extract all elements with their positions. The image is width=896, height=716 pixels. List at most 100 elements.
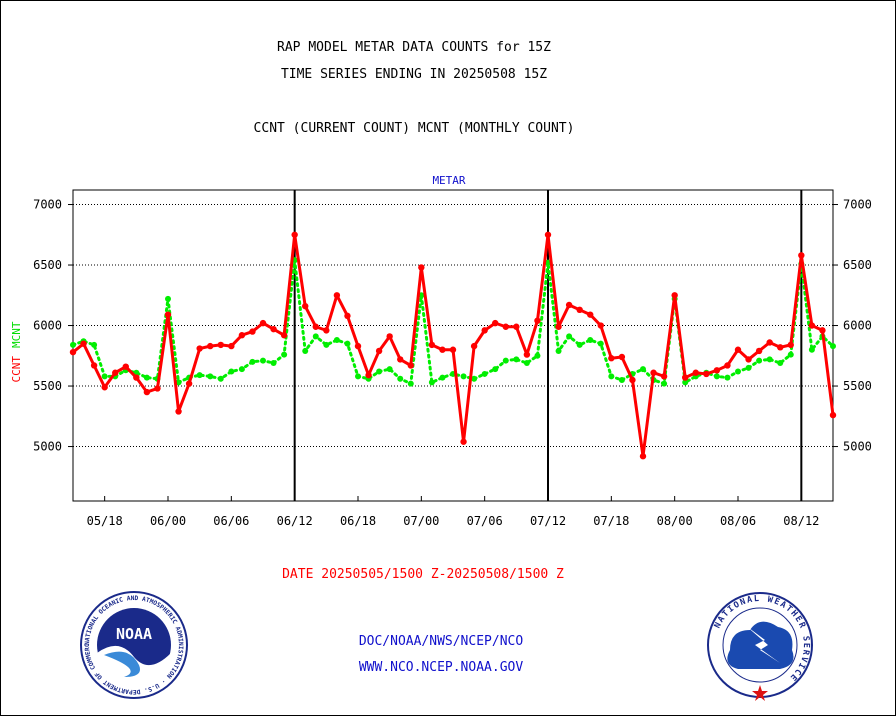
chart-title: METAR: [432, 174, 465, 187]
data-point-ccnt: [682, 374, 689, 381]
data-point-ccnt: [544, 231, 552, 238]
data-point-mcnt: [344, 340, 351, 347]
data-point-ccnt: [629, 376, 636, 384]
data-point-ccnt: [238, 332, 246, 339]
data-point-ccnt: [375, 347, 383, 355]
date-range: DATE 20250505/1500 Z-20250508/1500 Z: [282, 567, 564, 582]
data-point-mcnt: [376, 368, 383, 375]
data-point-ccnt: [133, 374, 140, 381]
x-tick-label: 07/12: [530, 514, 566, 528]
data-point-mcnt: [397, 375, 404, 382]
y-tick-label-right: 6000: [843, 319, 872, 333]
y-tick-label-left: 5500: [33, 379, 62, 393]
data-point-mcnt: [355, 373, 361, 380]
data-point-ccnt: [175, 408, 182, 415]
data-point-ccnt: [460, 438, 467, 445]
data-point-ccnt: [766, 339, 773, 346]
x-tick-labels: 05/18 06/00 06/06 06/12 06/18 07/00 07/06 07/12…: [87, 496, 819, 528]
data-point-mcnt: [724, 374, 731, 381]
data-point-mcnt: [545, 259, 551, 266]
data-point-mcnt: [407, 380, 414, 387]
data-point-ccnt: [323, 327, 330, 334]
data-point-ccnt: [470, 342, 478, 350]
data-point-mcnt: [323, 341, 330, 348]
y-axis-label: CCNT MCNT: [10, 321, 23, 382]
data-point-mcnt: [661, 380, 668, 387]
data-point-ccnt: [439, 346, 446, 353]
y-axis-label-ccnt: CCNT: [10, 356, 23, 383]
nws-logo: NATIONAL WEATHER SERVICE: [707, 592, 813, 701]
data-point-mcnt: [534, 352, 541, 359]
data-point-ccnt: [90, 362, 98, 369]
data-point-ccnt: [69, 348, 77, 356]
data-point-ccnt: [312, 323, 319, 330]
x-tick-label: 05/18: [87, 514, 123, 528]
y-tick-labels-right: 5000 5500 6000 6500 7000: [833, 198, 872, 454]
data-point-mcnt: [597, 340, 604, 347]
data-point-ccnt: [565, 301, 573, 309]
data-point-ccnt: [407, 362, 414, 369]
data-point-ccnt: [101, 384, 108, 391]
data-point-ccnt: [428, 341, 436, 349]
data-point-ccnt: [660, 373, 668, 380]
data-point-ccnt: [185, 380, 193, 387]
data-point-ccnt: [798, 252, 805, 259]
y-tick-label-right: 5500: [843, 379, 872, 393]
data-point-mcnt: [228, 368, 235, 375]
data-point-mcnt: [471, 375, 478, 382]
plot-area: 5000 5500 6000 6500 7000 5000 5500 6000 6500 700…: [33, 189, 872, 528]
data-point-ccnt: [196, 345, 203, 352]
data-point-ccnt: [154, 385, 161, 392]
data-point-mcnt: [428, 379, 435, 386]
y-tick-label-right: 5000: [843, 440, 872, 454]
data-point-mcnt: [766, 356, 773, 363]
data-point-ccnt: [755, 347, 763, 355]
data-point-ccnt: [608, 355, 615, 362]
data-point-ccnt: [259, 319, 267, 327]
data-point-ccnt: [671, 292, 678, 299]
data-point-mcnt: [735, 368, 741, 375]
data-point-mcnt: [165, 295, 171, 302]
data-point-ccnt: [386, 333, 393, 340]
data-point-ccnt: [703, 370, 710, 378]
data-point-ccnt: [734, 346, 742, 353]
data-point-mcnt: [439, 374, 446, 381]
data-point-ccnt: [597, 322, 604, 329]
footer-url[interactable]: WWW.NCO.NCEP.NOAA.GOV: [359, 660, 524, 675]
y-tick-label-left: 6500: [33, 258, 62, 272]
data-point-mcnt: [576, 341, 583, 348]
data-point-ccnt: [819, 327, 826, 334]
footer-org[interactable]: DOC/NOAA/NWS/NCEP/NCO: [359, 634, 524, 649]
y-tick-labels-left: 5000 5500 6000 6500 7000: [33, 198, 73, 454]
data-point-mcnt: [713, 373, 720, 380]
data-point-mcnt: [682, 379, 689, 386]
data-point-ccnt: [523, 351, 531, 358]
data-point-ccnt: [829, 411, 837, 419]
data-point-mcnt: [513, 356, 520, 363]
data-point-ccnt: [724, 362, 731, 369]
data-point-mcnt: [281, 351, 288, 358]
data-point-mcnt: [608, 373, 615, 380]
data-point-ccnt: [713, 367, 721, 374]
grid-lines: [73, 204, 833, 448]
data-point-mcnt: [238, 366, 245, 373]
data-point-mcnt: [312, 333, 319, 340]
data-point-ccnt: [397, 356, 404, 363]
data-point-mcnt: [502, 357, 509, 364]
data-point-ccnt: [228, 342, 235, 350]
x-tick-label: 06/00: [150, 514, 186, 528]
data-point-ccnt: [587, 311, 594, 318]
data-point-ccnt: [492, 319, 499, 327]
data-point-ccnt: [449, 346, 457, 353]
plot-frame: [72, 189, 834, 502]
data-point-ccnt: [344, 312, 351, 320]
data-point-mcnt: [270, 360, 277, 367]
data-point-ccnt: [122, 363, 129, 370]
data-point-mcnt: [302, 347, 309, 354]
data-point-ccnt: [354, 342, 362, 350]
data-point-mcnt: [492, 366, 499, 373]
data-point-mcnt: [101, 373, 108, 380]
data-point-mcnt: [555, 347, 562, 354]
data-point-mcnt: [217, 375, 224, 382]
title-line-2: TIME SERIES ENDING IN 20250508 15Z: [281, 67, 547, 82]
